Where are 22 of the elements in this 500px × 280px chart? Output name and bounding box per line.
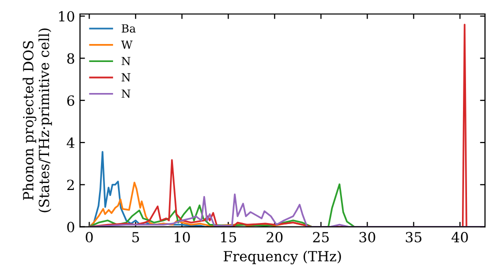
x-tick-label: 20 xyxy=(266,232,283,242)
y-tick-label: 2 xyxy=(67,180,74,190)
legend-label: Ba xyxy=(122,24,136,33)
legend-label: N xyxy=(122,56,130,66)
x-tick-label: 25 xyxy=(313,232,329,242)
x-tick-label: 15 xyxy=(221,232,236,242)
y-tick-label: 10 xyxy=(59,11,74,22)
y-axis-title: Phonon projected DOS (States/THz·primitive cell) xyxy=(22,28,52,212)
x-tick-label: 10 xyxy=(174,232,190,242)
x-tick-label: 30 xyxy=(360,232,376,242)
y-tick-label: 6 xyxy=(67,95,74,106)
legend-label: W xyxy=(121,40,132,49)
x-tick-label: 5 xyxy=(132,232,139,242)
legend-label: N xyxy=(122,73,130,82)
x-tick-label: 40 xyxy=(452,232,468,242)
y-tick-label: 0 xyxy=(67,222,74,232)
y-tick-label: 8 xyxy=(67,53,74,64)
legend-label: N xyxy=(122,90,130,98)
x-tick-label: 0 xyxy=(86,232,93,242)
x-axis-title: Frequency (THz) xyxy=(224,250,341,264)
y-tick-label: 4 xyxy=(66,137,74,148)
x-tick-label: 35 xyxy=(406,232,422,242)
